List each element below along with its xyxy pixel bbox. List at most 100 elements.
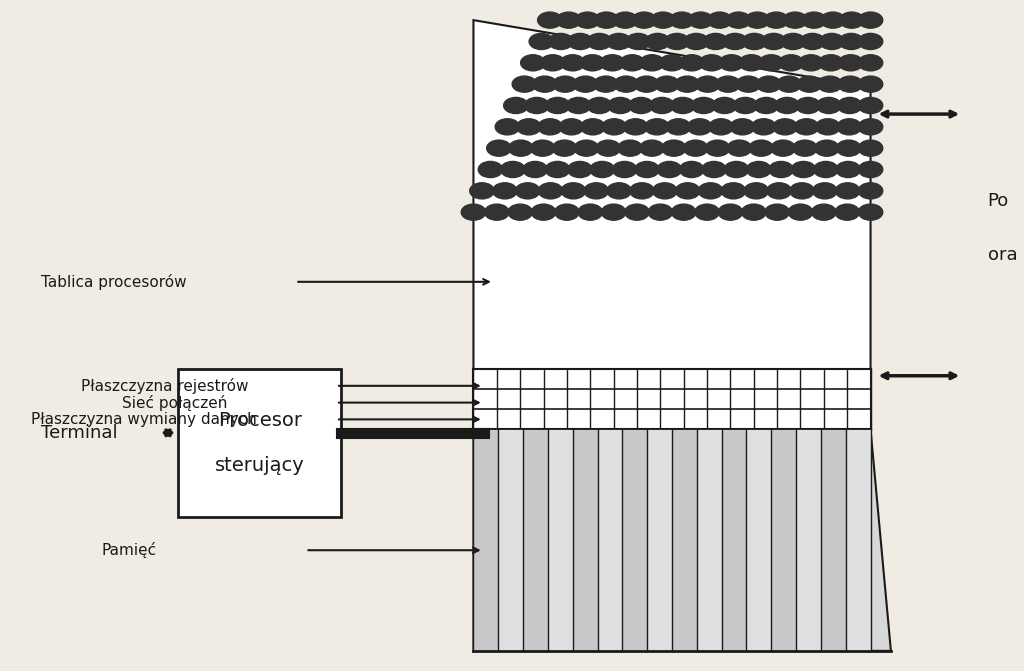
Circle shape bbox=[858, 12, 883, 28]
Circle shape bbox=[575, 12, 600, 28]
Circle shape bbox=[691, 97, 716, 113]
Circle shape bbox=[671, 97, 695, 113]
Circle shape bbox=[657, 162, 682, 178]
Circle shape bbox=[552, 140, 577, 156]
Circle shape bbox=[818, 55, 843, 71]
Circle shape bbox=[501, 162, 525, 178]
Circle shape bbox=[687, 119, 712, 135]
Circle shape bbox=[478, 162, 503, 178]
Circle shape bbox=[581, 55, 604, 71]
Circle shape bbox=[578, 204, 602, 220]
Circle shape bbox=[730, 119, 755, 135]
Circle shape bbox=[709, 119, 733, 135]
Circle shape bbox=[635, 162, 659, 178]
Circle shape bbox=[555, 204, 580, 220]
Circle shape bbox=[790, 183, 814, 199]
Circle shape bbox=[504, 97, 528, 113]
Circle shape bbox=[713, 97, 736, 113]
Circle shape bbox=[799, 55, 823, 71]
Circle shape bbox=[512, 76, 537, 92]
Circle shape bbox=[688, 12, 713, 28]
Circle shape bbox=[607, 183, 632, 199]
Circle shape bbox=[764, 12, 788, 28]
Circle shape bbox=[629, 97, 653, 113]
Text: Sieć połączeń: Sieć połączeń bbox=[122, 395, 227, 411]
Circle shape bbox=[662, 140, 686, 156]
Circle shape bbox=[561, 183, 586, 199]
Circle shape bbox=[539, 183, 563, 199]
Circle shape bbox=[754, 97, 778, 113]
Circle shape bbox=[757, 76, 781, 92]
Circle shape bbox=[645, 119, 669, 135]
Polygon shape bbox=[746, 429, 771, 651]
Circle shape bbox=[541, 55, 565, 71]
Circle shape bbox=[836, 162, 860, 178]
Polygon shape bbox=[473, 369, 870, 429]
Circle shape bbox=[612, 162, 637, 178]
Polygon shape bbox=[572, 429, 598, 651]
Circle shape bbox=[672, 204, 696, 220]
Circle shape bbox=[566, 97, 591, 113]
Circle shape bbox=[698, 183, 723, 199]
Circle shape bbox=[813, 183, 837, 199]
Circle shape bbox=[546, 162, 569, 178]
Circle shape bbox=[739, 55, 764, 71]
Circle shape bbox=[858, 140, 883, 156]
Polygon shape bbox=[623, 429, 647, 651]
Circle shape bbox=[546, 97, 569, 113]
Circle shape bbox=[838, 97, 862, 113]
Circle shape bbox=[771, 140, 796, 156]
Circle shape bbox=[649, 97, 674, 113]
Circle shape bbox=[837, 140, 861, 156]
Circle shape bbox=[530, 140, 555, 156]
Circle shape bbox=[590, 162, 614, 178]
Circle shape bbox=[773, 119, 798, 135]
Circle shape bbox=[815, 140, 839, 156]
Circle shape bbox=[640, 140, 665, 156]
Text: Procesor: Procesor bbox=[218, 411, 302, 430]
Circle shape bbox=[574, 140, 599, 156]
Circle shape bbox=[796, 97, 820, 113]
Text: Pamięć: Pamięć bbox=[101, 542, 157, 558]
Polygon shape bbox=[647, 429, 672, 651]
Polygon shape bbox=[722, 429, 746, 651]
Circle shape bbox=[461, 204, 485, 220]
Circle shape bbox=[608, 97, 633, 113]
Circle shape bbox=[538, 119, 562, 135]
Circle shape bbox=[858, 97, 883, 113]
Circle shape bbox=[529, 34, 554, 50]
Circle shape bbox=[779, 55, 803, 71]
Circle shape bbox=[568, 34, 592, 50]
Circle shape bbox=[606, 34, 631, 50]
Circle shape bbox=[703, 34, 728, 50]
Circle shape bbox=[516, 119, 541, 135]
Circle shape bbox=[816, 97, 841, 113]
Text: ora: ora bbox=[987, 246, 1017, 264]
Circle shape bbox=[723, 34, 748, 50]
Circle shape bbox=[701, 162, 726, 178]
Circle shape bbox=[567, 162, 592, 178]
Circle shape bbox=[716, 76, 740, 92]
Polygon shape bbox=[548, 429, 572, 651]
Circle shape bbox=[601, 204, 626, 220]
Polygon shape bbox=[821, 429, 846, 651]
Circle shape bbox=[613, 12, 638, 28]
Circle shape bbox=[788, 204, 813, 220]
Circle shape bbox=[798, 76, 821, 92]
Polygon shape bbox=[473, 429, 891, 651]
Circle shape bbox=[718, 204, 742, 220]
Circle shape bbox=[802, 12, 826, 28]
Circle shape bbox=[769, 162, 794, 178]
Circle shape bbox=[792, 162, 816, 178]
Circle shape bbox=[587, 34, 611, 50]
Circle shape bbox=[509, 140, 532, 156]
Circle shape bbox=[670, 12, 694, 28]
Circle shape bbox=[777, 76, 802, 92]
Polygon shape bbox=[696, 429, 722, 651]
Circle shape bbox=[745, 12, 770, 28]
Circle shape bbox=[820, 12, 845, 28]
Circle shape bbox=[584, 183, 608, 199]
Circle shape bbox=[626, 34, 650, 50]
Circle shape bbox=[800, 34, 824, 50]
Circle shape bbox=[781, 34, 805, 50]
